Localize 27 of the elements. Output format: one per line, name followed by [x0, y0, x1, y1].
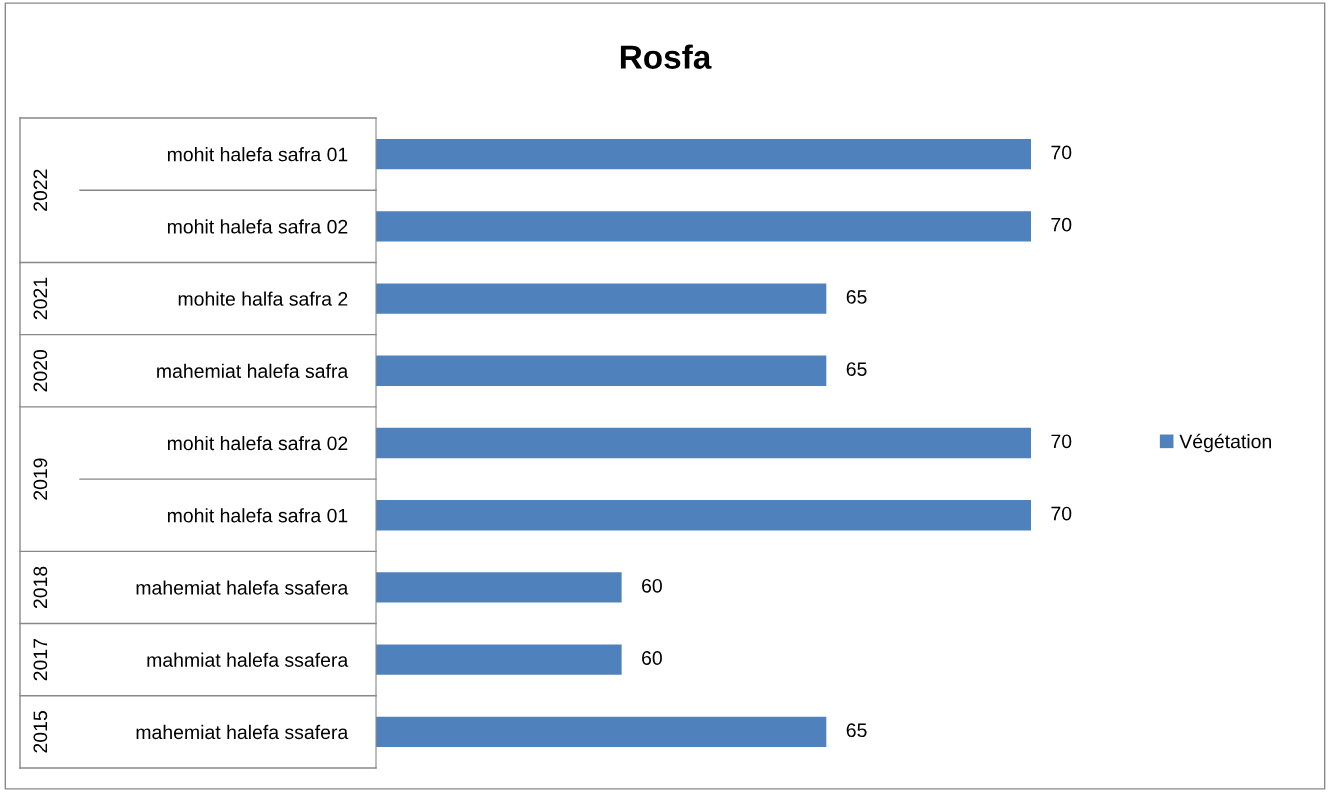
chart-title: Rosfa [620, 44, 712, 69]
data-label: 70 [1051, 434, 1072, 449]
text: 2018 [33, 566, 48, 609]
text: 2021 [33, 277, 48, 320]
data-label: 70 [1051, 145, 1072, 160]
data-label: 60 [642, 578, 662, 593]
text: 2017 [33, 639, 48, 681]
legend-label: Végétation [1179, 433, 1272, 453]
data-label: 70 [1051, 217, 1072, 232]
y-tick-label: mahemiat halefa ssafera [136, 724, 349, 740]
y-tick-label: mohit halefa safra 02 [167, 219, 348, 234]
y-tick-label: mohit halefa safra 02 [167, 435, 348, 451]
data-label: 65 [846, 290, 867, 304]
data-label: 65 [846, 362, 867, 376]
text: 2020 [33, 349, 48, 392]
text: 2022 [33, 169, 48, 211]
y-tick-label: mohite halfa safra 2 [178, 291, 348, 306]
y-tick-label: mahemiat halefa safra [157, 363, 349, 379]
y-tick-label: mohit halefa safra 01 [167, 147, 348, 162]
text: 2019 [33, 458, 48, 500]
y-tick-label: mohit halefa safra 01 [167, 508, 348, 523]
y-tick-label: mahemiat halefa ssafera [136, 580, 349, 595]
y-tick-label: mahmiat halefa ssafera [147, 652, 349, 667]
data-label: 65 [846, 723, 867, 738]
data-label: 60 [642, 651, 662, 665]
text: 2015 [33, 711, 48, 753]
data-label: 70 [1051, 506, 1072, 521]
